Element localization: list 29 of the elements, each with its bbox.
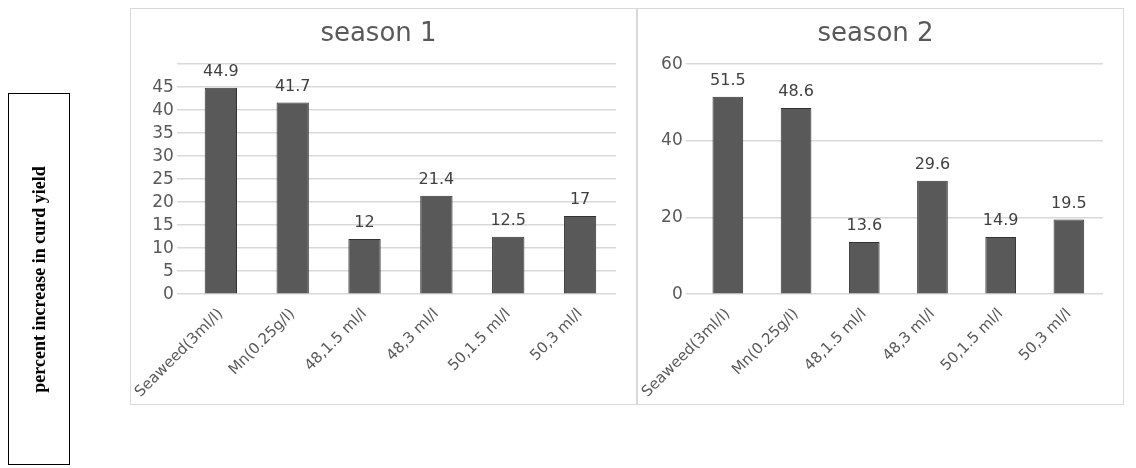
data-label: 51.5 bbox=[710, 69, 746, 89]
y-tick-label: 40 bbox=[661, 129, 683, 150]
y-tick-label: 10 bbox=[152, 236, 174, 257]
data-label: 44.9 bbox=[203, 60, 239, 80]
y-tick-label: 45 bbox=[152, 75, 174, 96]
y-tick-label: 30 bbox=[152, 144, 174, 165]
data-label: 19.5 bbox=[1051, 192, 1087, 212]
y-tick-label: 20 bbox=[152, 190, 174, 211]
y-tick-label: 0 bbox=[163, 282, 174, 303]
data-label: 17 bbox=[569, 189, 591, 209]
data-label: 12.5 bbox=[490, 209, 527, 229]
y-tick-label: 5 bbox=[163, 259, 174, 280]
y-tick-label: 25 bbox=[152, 167, 174, 188]
y-tick-label: 60 bbox=[661, 52, 683, 73]
data-label: 41.7 bbox=[274, 75, 311, 95]
y-tick-label: 20 bbox=[661, 205, 683, 226]
data-label: 14.9 bbox=[982, 210, 1019, 230]
y-tick-label: 0 bbox=[671, 282, 683, 303]
data-label: 21.4 bbox=[418, 168, 455, 188]
y-axis-title: percent increase in curd yield bbox=[28, 165, 50, 393]
data-label: 29.6 bbox=[914, 153, 951, 173]
chart-title: season 2 bbox=[817, 17, 934, 48]
data-label: 12 bbox=[354, 212, 375, 232]
y-tick-label: 35 bbox=[152, 121, 174, 142]
data-label: 13.6 bbox=[846, 215, 883, 235]
chart-title: season 1 bbox=[320, 17, 437, 48]
data-label: 48.6 bbox=[778, 81, 814, 101]
y-tick-label: 40 bbox=[152, 98, 174, 119]
y-tick-label: 15 bbox=[152, 213, 174, 234]
